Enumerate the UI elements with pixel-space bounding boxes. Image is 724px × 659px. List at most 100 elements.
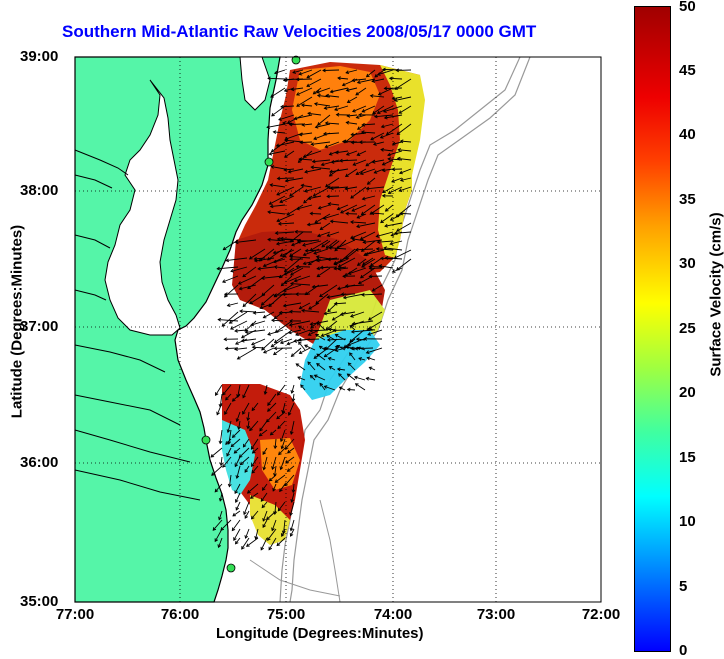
velocity-arrowhead bbox=[267, 332, 272, 336]
velocity-arrowhead bbox=[287, 449, 291, 454]
velocity-arrow bbox=[235, 239, 257, 243]
velocity-arrow bbox=[218, 319, 239, 322]
river bbox=[74, 289, 107, 301]
velocity-arrowhead bbox=[362, 261, 366, 266]
velocity-arrowhead bbox=[311, 159, 316, 164]
velocity-arrowhead bbox=[283, 271, 288, 276]
velocity-arrow bbox=[390, 213, 403, 221]
velocity-arrowhead bbox=[226, 303, 231, 308]
velocity-arrow bbox=[228, 429, 232, 444]
velocity-arrowhead bbox=[274, 479, 279, 483]
velocity-arrow bbox=[316, 363, 326, 371]
velocity-arrowhead bbox=[298, 71, 303, 76]
velocity-arrowhead bbox=[267, 408, 271, 412]
velocity-arrowhead bbox=[323, 311, 328, 316]
velocity-arrowhead bbox=[314, 219, 319, 224]
velocity-arrow bbox=[264, 384, 268, 395]
velocity-arrowhead bbox=[351, 321, 356, 326]
velocity-arrowhead bbox=[289, 431, 294, 435]
velocity-arrowhead bbox=[345, 211, 349, 216]
velocity-arrow bbox=[289, 320, 311, 326]
velocity-arrow bbox=[384, 87, 403, 89]
velocity-arrow bbox=[234, 447, 241, 454]
velocity-arrow bbox=[392, 267, 403, 273]
velocity-arrowhead bbox=[337, 76, 341, 81]
velocity-arrowhead bbox=[218, 440, 223, 445]
velocity-arrowhead bbox=[356, 80, 361, 85]
velocity-arrow bbox=[267, 211, 286, 215]
velocity-arrowhead bbox=[309, 247, 314, 252]
velocity-arrow bbox=[333, 257, 347, 265]
velocity-arrowhead bbox=[309, 321, 314, 326]
velocity-arrow bbox=[245, 528, 250, 539]
velocity-arrowhead bbox=[278, 451, 282, 456]
velocity-arrow bbox=[330, 220, 349, 224]
velocity-arrow bbox=[372, 284, 383, 292]
velocity-arrowhead bbox=[232, 512, 237, 517]
velocity-arrow bbox=[274, 69, 286, 74]
velocity-arrowhead bbox=[398, 170, 403, 175]
velocity-arrow bbox=[398, 149, 412, 152]
velocity-arrowhead bbox=[369, 93, 374, 98]
velocity-arrowhead bbox=[376, 72, 381, 76]
velocity-arrowhead bbox=[271, 527, 275, 532]
velocity-arrowhead bbox=[280, 282, 285, 287]
velocity-arrow bbox=[368, 320, 383, 330]
velocity-vectors bbox=[210, 67, 412, 551]
velocity-arrowhead bbox=[234, 499, 239, 503]
velocity-arrowhead bbox=[282, 303, 287, 308]
velocity-arrowhead bbox=[251, 450, 256, 454]
velocity-arrowhead bbox=[271, 466, 275, 471]
velocity-arrowhead bbox=[380, 124, 385, 129]
velocity-arrowhead bbox=[346, 387, 351, 392]
velocity-arrow bbox=[290, 283, 311, 286]
velocity-arrow bbox=[232, 393, 241, 402]
velocity-arrow bbox=[374, 168, 385, 174]
velocity-arrowhead bbox=[270, 94, 274, 98]
velocity-arrowhead bbox=[384, 256, 389, 260]
velocity-arrowhead bbox=[338, 386, 343, 391]
radar-station-marker bbox=[201, 435, 211, 445]
velocity-arrowhead bbox=[381, 193, 386, 198]
velocity-arrowhead bbox=[391, 141, 396, 146]
velocity-arrowhead bbox=[279, 488, 283, 493]
velocity-arrow bbox=[296, 96, 313, 107]
velocity-arrowhead bbox=[337, 263, 342, 268]
velocity-arrow bbox=[299, 347, 311, 354]
velocity-arrow bbox=[400, 177, 412, 181]
velocity-arrow bbox=[309, 329, 329, 332]
velocity-arrowhead bbox=[298, 341, 302, 346]
velocity-arrow bbox=[222, 456, 232, 468]
velocity-arrowhead bbox=[287, 169, 292, 174]
velocity-arrowhead bbox=[323, 346, 327, 351]
velocity-arrow bbox=[362, 257, 374, 266]
velocity-arrow bbox=[303, 150, 322, 158]
velocity-arrowhead bbox=[234, 341, 239, 345]
velocity-arrowhead bbox=[342, 274, 346, 279]
velocity-arrowhead bbox=[290, 281, 294, 286]
velocity-arrow bbox=[290, 420, 295, 435]
velocity-arrow bbox=[259, 420, 268, 432]
velocity-arrow bbox=[377, 69, 394, 76]
velocity-arrowhead bbox=[242, 394, 246, 399]
velocity-arrow bbox=[280, 105, 295, 108]
velocity-arrow bbox=[345, 168, 358, 177]
velocity-arrow bbox=[251, 456, 259, 467]
velocity-arrowhead bbox=[283, 280, 288, 285]
velocity-arrow bbox=[237, 384, 241, 398]
map-title: Southern Mid-Atlantic Raw Velocities 200… bbox=[62, 22, 537, 41]
velocity-arrow bbox=[360, 267, 376, 279]
velocity-arrowhead bbox=[381, 162, 386, 166]
velocity-arrowhead bbox=[290, 272, 294, 276]
velocity-arrowhead bbox=[283, 167, 288, 172]
velocity-arrow bbox=[356, 338, 366, 341]
velocity-arrowhead bbox=[234, 490, 238, 495]
velocity-arrow bbox=[227, 420, 232, 433]
velocity-arrowhead bbox=[315, 334, 319, 338]
velocity-arrow bbox=[281, 528, 286, 537]
velocity-arrowhead bbox=[368, 366, 373, 371]
colorbar bbox=[634, 6, 671, 652]
velocity-arrowhead bbox=[279, 236, 284, 241]
velocity-arrowhead bbox=[374, 74, 379, 78]
velocity-arrowhead bbox=[399, 178, 404, 182]
